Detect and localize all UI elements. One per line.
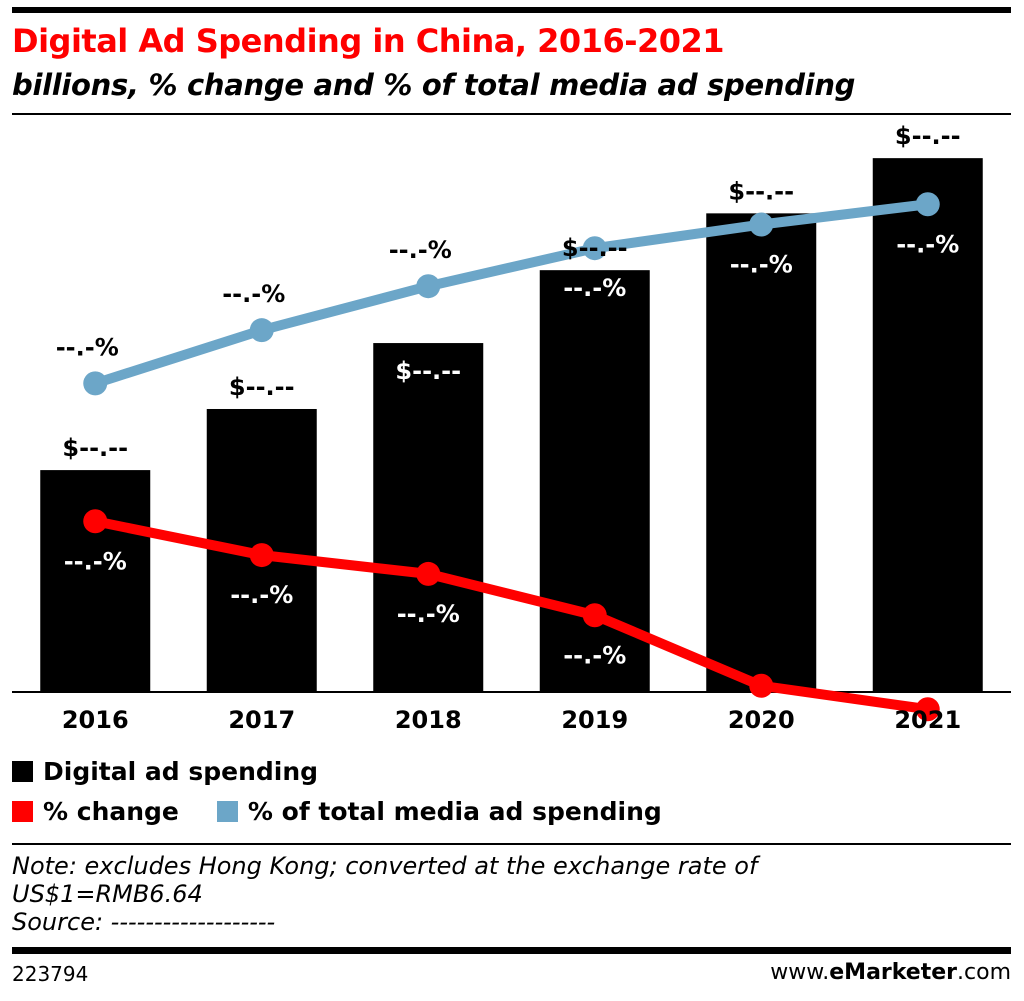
bar-label-2016: $--.-- bbox=[62, 434, 128, 462]
bar-label-2018: $--.-- bbox=[395, 357, 461, 385]
chart-title: Digital Ad Spending in China, 2016-2021 bbox=[12, 22, 725, 60]
chart-id: 223794 bbox=[12, 962, 89, 986]
legend-label-bars: Digital ad spending bbox=[43, 757, 319, 786]
change-label-2017: --.-% bbox=[230, 581, 293, 609]
note-line-1: Note: excludes Hong Kong; converted at t… bbox=[12, 852, 758, 880]
change-label-2018: --.-% bbox=[397, 600, 460, 628]
note-rule bbox=[12, 843, 1011, 845]
change-line bbox=[90, 516, 933, 715]
x-tick-2020: 2020 bbox=[728, 706, 795, 734]
legend-swatch-bars bbox=[12, 761, 33, 782]
x-tick-2017: 2017 bbox=[228, 706, 295, 734]
bars-layer bbox=[40, 158, 983, 693]
brand-url[interactable]: www.eMarketer.com bbox=[770, 960, 1011, 985]
brand-name: eMarketer bbox=[829, 960, 958, 985]
share-label-2019: --.-% bbox=[563, 274, 626, 302]
legend-item-share: % of total media ad spending bbox=[216, 797, 662, 826]
x-axis-ticks: 2016 2017 2018 2019 2020 2021 bbox=[62, 706, 961, 734]
chart-plot: $--.-- $--.-- $--.-- $--.-- $--.-- $--.-- --.-… bbox=[12, 122, 1011, 745]
x-tick-2016: 2016 bbox=[62, 706, 129, 734]
bar-2016 bbox=[40, 470, 151, 692]
change-point-2017 bbox=[249, 543, 274, 568]
x-tick-2021: 2021 bbox=[894, 706, 961, 734]
legend-swatch-share bbox=[216, 801, 238, 822]
footnote: Note: excludes Hong Kong; converted at t… bbox=[12, 852, 932, 936]
share-label-2017: --.-% bbox=[222, 280, 285, 308]
change-point-2021 bbox=[915, 697, 940, 722]
share-point-2020 bbox=[749, 212, 774, 237]
brand-prefix: www. bbox=[770, 960, 830, 985]
labels-layer: $--.-- $--.-- $--.-- $--.-- $--.-- $--.-- --.-… bbox=[56, 122, 961, 745]
bar-label-2019: $--.-- bbox=[562, 234, 628, 262]
note-line-2: US$1=RMB6.64 bbox=[12, 880, 203, 908]
share-point-2021 bbox=[915, 192, 940, 217]
legend-item-bars: Digital ad spending bbox=[12, 757, 318, 786]
x-tick-2019: 2019 bbox=[561, 706, 628, 734]
change-label-2020: --.-% bbox=[730, 712, 793, 740]
share-line bbox=[90, 199, 933, 389]
footer-rule bbox=[12, 947, 1011, 954]
legend-row-2: % change % of total media ad spending bbox=[12, 797, 700, 826]
bar-2018 bbox=[373, 343, 484, 692]
lines-layer bbox=[83, 192, 940, 722]
bar-label-2021: $--.-- bbox=[895, 122, 961, 150]
top-rule bbox=[12, 7, 1011, 13]
change-point-2018 bbox=[416, 561, 441, 586]
legend-label-share: % of total media ad spending bbox=[247, 797, 662, 826]
x-tick-2018: 2018 bbox=[395, 706, 462, 734]
legend-label-change: % change bbox=[43, 797, 179, 826]
header-rule bbox=[12, 113, 1011, 115]
legend-row-1: Digital ad spending bbox=[12, 757, 356, 786]
chart-subtitle: billions, % change and % of total media … bbox=[12, 68, 856, 102]
change-point-2019 bbox=[582, 603, 607, 628]
share-label-2021: --.-% bbox=[896, 230, 959, 258]
brand-suffix: .com bbox=[957, 960, 1011, 985]
share-point-2016 bbox=[83, 371, 108, 396]
share-point-2017 bbox=[249, 318, 274, 343]
bar-2020 bbox=[706, 213, 817, 693]
change-point-2020 bbox=[749, 673, 774, 698]
share-point-2018 bbox=[416, 274, 441, 299]
share-label-2020: --.-% bbox=[730, 251, 793, 279]
bar-label-2017: $--.-- bbox=[229, 373, 295, 401]
change-label-2021: --.-% bbox=[896, 735, 959, 745]
legend-swatch-change bbox=[12, 801, 33, 822]
change-label-2016: --.-% bbox=[64, 547, 127, 575]
change-label-2019: --.-% bbox=[563, 641, 626, 669]
share-label-2016: --.-% bbox=[56, 333, 119, 361]
bar-label-2020: $--.-- bbox=[728, 177, 794, 205]
legend-item-change: % change bbox=[12, 797, 179, 826]
bar-2021 bbox=[872, 158, 983, 693]
share-label-2018: --.-% bbox=[389, 236, 452, 264]
share-point-2019 bbox=[582, 236, 607, 261]
change-point-2016 bbox=[83, 509, 108, 534]
source-line: Source: ------------------- bbox=[12, 908, 276, 936]
